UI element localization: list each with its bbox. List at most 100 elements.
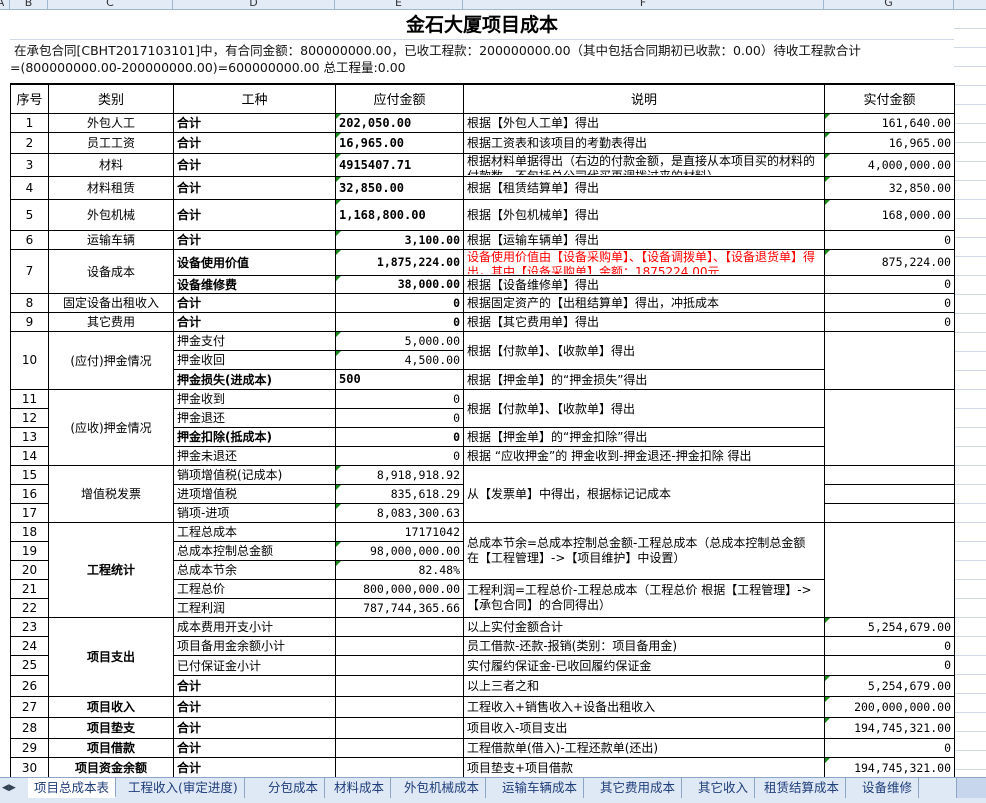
note-cell[interactable]: 项目收入-项目支出 bbox=[463, 716, 825, 739]
item-cell[interactable]: 销项-进项 bbox=[173, 502, 336, 523]
item-cell[interactable]: 合计 bbox=[173, 131, 336, 154]
payable-amount-cell[interactable] bbox=[335, 616, 464, 637]
item-cell[interactable]: 合计 bbox=[173, 311, 336, 332]
header-cell[interactable]: 序号 bbox=[10, 83, 49, 114]
note-cell[interactable]: 根据【付款单】、【收款单】得出 bbox=[463, 330, 825, 370]
item-cell[interactable]: 工程总价 bbox=[173, 578, 336, 599]
note-cell[interactable]: 设备使用价值由【设备采购单】、【设备调拨单】、【设备退货单】得出，其中【设备采购… bbox=[463, 248, 825, 276]
item-cell[interactable]: 工程利润 bbox=[173, 597, 336, 618]
column-header-f[interactable]: F bbox=[463, 0, 824, 9]
row-number-cell[interactable]: 23 bbox=[10, 616, 49, 637]
row-number-cell[interactable]: 20 bbox=[10, 559, 49, 580]
row-number-cell[interactable]: 24 bbox=[10, 635, 49, 656]
paid-amount-cell[interactable]: 5,254,679.00 bbox=[824, 674, 955, 697]
payable-amount-cell[interactable]: 835,618.29 bbox=[335, 483, 464, 504]
note-cell[interactable]: 项目垫支+项目借款 bbox=[463, 756, 825, 779]
item-cell[interactable]: 押金收回 bbox=[173, 349, 336, 370]
row-number-cell[interactable]: 30 bbox=[10, 756, 49, 779]
sheet-tab[interactable]: 外包机械成本 bbox=[398, 778, 487, 798]
category-cell[interactable]: 员工工资 bbox=[48, 131, 174, 154]
category-cell[interactable]: (应收)押金情况 bbox=[48, 388, 174, 466]
payable-amount-cell[interactable]: 3,100.00 bbox=[335, 229, 464, 250]
payable-amount-cell[interactable]: 32,850.00 bbox=[335, 175, 464, 200]
row-number-cell[interactable]: 21 bbox=[10, 578, 49, 599]
payable-amount-cell[interactable] bbox=[335, 695, 464, 718]
category-cell[interactable]: 项目借款 bbox=[48, 737, 174, 758]
payable-amount-cell[interactable] bbox=[335, 635, 464, 656]
note-cell[interactable]: 实付履约保证金-已收回履约保证金 bbox=[463, 654, 825, 676]
payable-amount-cell[interactable]: 1,168,800.00 bbox=[335, 198, 464, 231]
row-number-cell[interactable]: 5 bbox=[10, 198, 49, 231]
payable-amount-cell[interactable]: 82.48% bbox=[335, 559, 464, 580]
item-cell[interactable]: 进项增值税 bbox=[173, 483, 336, 504]
row-number-cell[interactable]: 4 bbox=[10, 175, 49, 200]
category-cell[interactable]: 项目资金余额 bbox=[48, 756, 174, 779]
sheet-tab[interactable]: 设备维修 bbox=[856, 778, 920, 798]
note-cell[interactable]: 根据【押金单】的“押金扣除”得出 bbox=[463, 426, 825, 447]
row-number-cell[interactable]: 7 bbox=[10, 248, 49, 294]
payable-amount-cell[interactable]: 8,918,918.92 bbox=[335, 464, 464, 485]
item-cell[interactable]: 押金退还 bbox=[173, 407, 336, 428]
payable-amount-cell[interactable]: 38,000.00 bbox=[335, 274, 464, 294]
paid-amount-cell[interactable]: 32,850.00 bbox=[824, 175, 955, 200]
row-number-cell[interactable]: 6 bbox=[10, 229, 49, 250]
header-cell[interactable]: 实付金额 bbox=[824, 83, 955, 114]
item-cell[interactable]: 合计 bbox=[173, 695, 336, 718]
row-number-cell[interactable]: 19 bbox=[10, 540, 49, 561]
category-cell[interactable]: 材料 bbox=[48, 152, 174, 177]
payable-amount-cell[interactable]: 8,083,300.63 bbox=[335, 502, 464, 523]
sheet-tab[interactable]: 工程收入(审定进度) bbox=[122, 778, 245, 798]
payable-amount-cell[interactable] bbox=[335, 654, 464, 676]
category-cell[interactable]: 项目支出 bbox=[48, 616, 174, 697]
item-cell[interactable]: 合计 bbox=[173, 229, 336, 250]
sheet-tab[interactable]: 项目总成本表 bbox=[28, 778, 117, 798]
note-cell[interactable]: 根据【其它费用单】得出 bbox=[463, 311, 825, 332]
header-cell[interactable]: 应付金额 bbox=[335, 83, 464, 114]
paid-amount-cell[interactable]: 200,000,000.00 bbox=[824, 695, 955, 718]
row-number-cell[interactable]: 16 bbox=[10, 483, 49, 504]
column-header-e[interactable]: E bbox=[335, 0, 463, 9]
row-number-cell[interactable]: 9 bbox=[10, 311, 49, 332]
note-cell[interactable]: 总成本节余=总成本控制总金额-工程总成本（总成本控制总金额 在【工程管理】->【… bbox=[463, 521, 825, 580]
item-cell[interactable]: 设备维修费 bbox=[173, 274, 336, 294]
column-header-d[interactable]: D bbox=[173, 0, 335, 9]
note-cell[interactable]: 根据固定资产的【出租结算单】得出，冲抵成本 bbox=[463, 292, 825, 313]
category-cell[interactable]: 工程统计 bbox=[48, 521, 174, 618]
category-cell[interactable]: 材料租赁 bbox=[48, 175, 174, 200]
sheet-tab[interactable]: 材料成本 bbox=[328, 778, 392, 798]
paid-amount-cell[interactable]: 0 bbox=[824, 292, 955, 313]
item-cell[interactable]: 合计 bbox=[173, 737, 336, 758]
row-number-cell[interactable]: 27 bbox=[10, 695, 49, 718]
payable-amount-cell[interactable]: 0 bbox=[335, 311, 464, 332]
payable-amount-cell[interactable]: 4,500.00 bbox=[335, 349, 464, 370]
payable-amount-cell[interactable]: 0 bbox=[335, 388, 464, 409]
item-cell[interactable]: 合计 bbox=[173, 175, 336, 200]
item-cell[interactable]: 押金损失(进成本) bbox=[173, 368, 336, 390]
note-cell[interactable]: 根据【设备维修单】得出 bbox=[463, 274, 825, 294]
note-cell[interactable]: 根据 “应收押金”的 押金收到-押金退还-押金扣除 得出 bbox=[463, 445, 825, 466]
row-number-cell[interactable]: 8 bbox=[10, 292, 49, 313]
item-cell[interactable]: 合计 bbox=[173, 756, 336, 779]
note-cell[interactable]: 根据【运输车辆单】得出 bbox=[463, 229, 825, 250]
category-cell[interactable]: 固定设备出租收入 bbox=[48, 292, 174, 313]
row-number-cell[interactable]: 11 bbox=[10, 388, 49, 409]
item-cell[interactable]: 设备使用价值 bbox=[173, 248, 336, 276]
payable-amount-cell[interactable]: 0 bbox=[335, 292, 464, 313]
item-cell[interactable]: 合计 bbox=[173, 112, 336, 133]
item-cell[interactable]: 合计 bbox=[173, 198, 336, 231]
row-number-cell[interactable]: 15 bbox=[10, 464, 49, 485]
paid-amount-cell[interactable] bbox=[824, 330, 955, 390]
row-number-cell[interactable]: 10 bbox=[10, 330, 49, 390]
payable-amount-cell[interactable]: 0 bbox=[335, 445, 464, 466]
row-number-cell[interactable]: 25 bbox=[10, 654, 49, 676]
paid-amount-cell[interactable]: 4,000,000.00 bbox=[824, 152, 955, 177]
paid-amount-cell[interactable]: 0 bbox=[824, 229, 955, 250]
paid-amount-cell[interactable] bbox=[824, 483, 955, 504]
item-cell[interactable]: 合计 bbox=[173, 292, 336, 313]
item-cell[interactable]: 项目备用金余额小计 bbox=[173, 635, 336, 656]
category-cell[interactable]: 外包人工 bbox=[48, 112, 174, 133]
paid-amount-cell[interactable]: 0 bbox=[824, 737, 955, 758]
sheet-tab[interactable]: 其它收入 bbox=[692, 778, 756, 798]
header-cell[interactable]: 工种 bbox=[173, 83, 336, 114]
paid-amount-cell[interactable]: 0 bbox=[824, 274, 955, 294]
